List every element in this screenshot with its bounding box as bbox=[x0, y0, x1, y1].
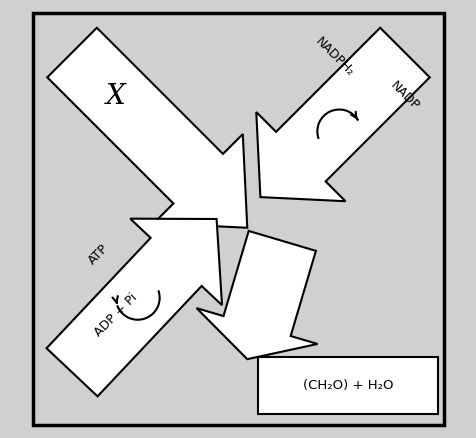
Text: NADPH₂: NADPH₂ bbox=[312, 35, 356, 79]
Polygon shape bbox=[47, 28, 247, 228]
Text: (CH₂O) + H₂O: (CH₂O) + H₂O bbox=[302, 379, 392, 392]
Text: ATP: ATP bbox=[86, 241, 111, 267]
Polygon shape bbox=[256, 28, 429, 201]
Polygon shape bbox=[47, 219, 221, 396]
FancyBboxPatch shape bbox=[258, 357, 437, 414]
Text: ADP + Pi: ADP + Pi bbox=[91, 291, 139, 339]
Polygon shape bbox=[196, 231, 317, 359]
Text: X: X bbox=[106, 83, 126, 110]
Text: NADP: NADP bbox=[387, 79, 421, 113]
